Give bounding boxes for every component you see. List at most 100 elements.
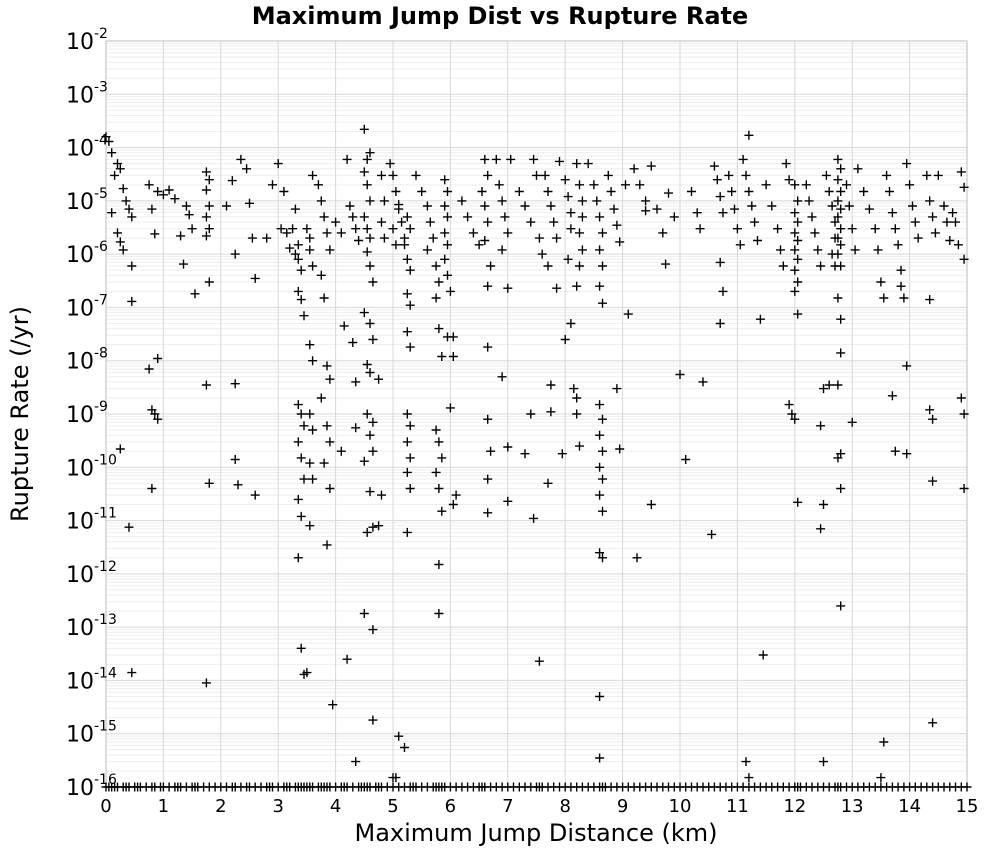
data-point [595, 490, 605, 500]
data-point [201, 380, 211, 390]
data-point [282, 228, 292, 238]
data-point [365, 261, 375, 271]
data-point [342, 654, 352, 664]
data-point [715, 192, 725, 202]
data-point [910, 217, 920, 227]
data-point [448, 332, 458, 342]
data-point [497, 372, 507, 382]
data-point [804, 196, 814, 206]
data-point [365, 233, 375, 243]
data-point [902, 361, 912, 371]
data-point [635, 180, 645, 190]
data-point [308, 261, 318, 271]
data-point [285, 243, 295, 253]
data-point [506, 154, 516, 164]
data-point [503, 283, 513, 293]
data-point [365, 487, 375, 497]
data-point [201, 231, 211, 241]
data-point [245, 198, 254, 208]
data-point [101, 132, 111, 142]
data-point [379, 196, 389, 206]
data-point [107, 148, 117, 158]
data-point [308, 425, 318, 435]
data-point [377, 217, 386, 227]
data-point [431, 293, 441, 303]
data-point [153, 414, 163, 424]
data-point [830, 217, 840, 227]
data-point [741, 170, 751, 180]
y-tick-label: 10-16 [66, 772, 117, 801]
data-point [956, 167, 966, 177]
data-point [118, 245, 128, 255]
data-point [925, 405, 935, 415]
data-point [305, 521, 315, 531]
data-point [833, 233, 843, 243]
data-point [598, 414, 607, 424]
data-point [833, 212, 843, 222]
data-point [477, 187, 487, 196]
data-point [113, 228, 122, 238]
data-point [328, 700, 338, 710]
data-point [526, 217, 536, 227]
data-point [833, 453, 843, 463]
x-axis-ticks: 0 1 2 3 4 5 6 7 8 9 10 11 12 13 14 15 [100, 796, 978, 817]
data-point [718, 286, 728, 296]
data-point [276, 224, 286, 234]
data-point [712, 175, 722, 185]
data-point [365, 196, 375, 206]
data-point [342, 154, 352, 164]
data-point [190, 289, 200, 299]
data-point [336, 228, 346, 238]
data-point [664, 188, 673, 198]
data-point [362, 409, 372, 419]
data-point [204, 224, 214, 234]
data-point [293, 494, 303, 504]
data-point [391, 240, 401, 250]
x-tick-label: 15 [956, 796, 979, 817]
data-point [833, 380, 843, 390]
data-point [362, 180, 372, 190]
data-point [842, 180, 851, 190]
data-point [434, 324, 444, 334]
data-point [483, 474, 493, 484]
data-point [908, 201, 917, 211]
data-point [529, 154, 539, 164]
data-point [942, 217, 952, 227]
data-point [443, 212, 452, 222]
data-point [572, 159, 582, 169]
data-point [824, 380, 834, 390]
data-point [325, 374, 335, 384]
data-point [732, 224, 742, 234]
data-point [821, 170, 831, 180]
data-point [440, 201, 450, 211]
data-point [870, 224, 880, 234]
data-point [563, 254, 573, 264]
data-point [305, 409, 315, 419]
data-point [397, 217, 407, 227]
data-point [956, 393, 966, 403]
data-point [560, 175, 570, 185]
data-point [115, 237, 125, 247]
y-tick-label: 10-10 [66, 452, 117, 481]
data-point [500, 212, 510, 222]
data-point [440, 254, 450, 264]
y-tick-label: 10-3 [66, 79, 108, 108]
data-point [598, 298, 607, 308]
data-point [744, 773, 754, 783]
data-point [480, 201, 490, 211]
data-point [744, 130, 754, 140]
data-point [925, 295, 935, 305]
data-point [164, 185, 174, 195]
data-point [724, 170, 734, 180]
data-point [836, 261, 846, 271]
data-point [646, 161, 656, 171]
data-point [896, 281, 906, 291]
x-tick-label: 10 [669, 796, 692, 817]
data-point [687, 187, 696, 196]
data-point [698, 377, 708, 387]
data-point [913, 233, 923, 243]
data-point [417, 187, 427, 196]
data-point [595, 430, 605, 440]
data-point [727, 187, 737, 196]
data-point [391, 187, 401, 196]
